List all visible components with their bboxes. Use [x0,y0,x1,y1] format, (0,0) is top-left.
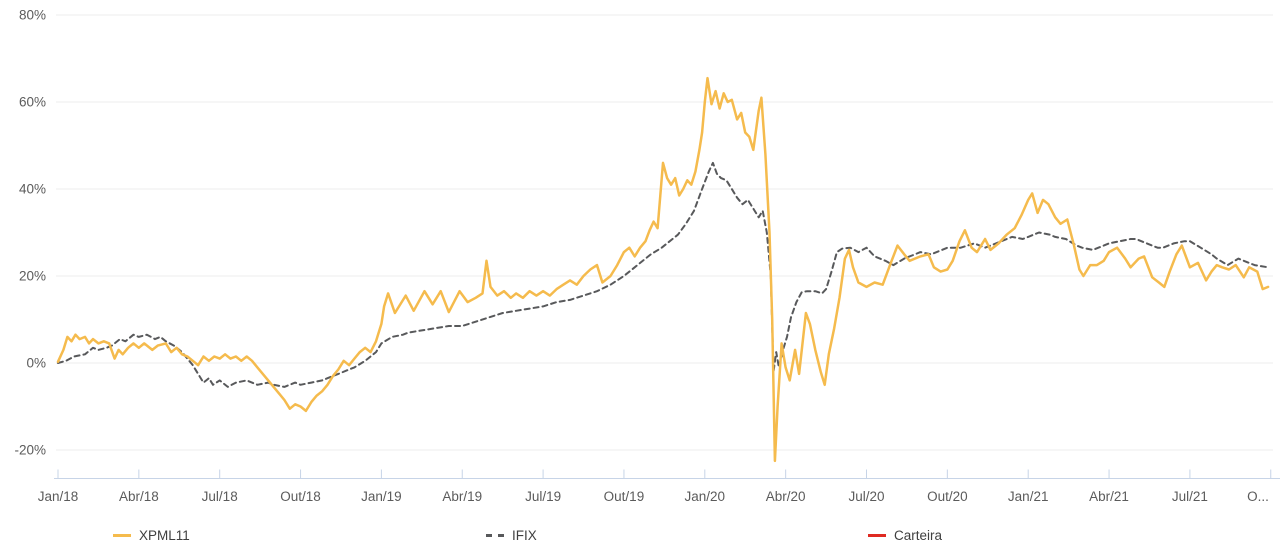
x-axis-label: Jul/20 [848,489,884,504]
ifix-line [57,161,1270,388]
x-axis-label: Jan/21 [1008,489,1049,504]
y-axis-label: -20% [14,443,46,458]
legend-label-ifix: IFIX [512,527,537,543]
x-axis-label: Out/18 [280,489,321,504]
x-axis-label: Abr/21 [1089,489,1129,504]
chart-plot-area: 80% 60% 40% 20% 0% -20% Jan/18 Abr/18 Jul/18 Out/… [14,8,1280,504]
x-axis-label: Out/20 [927,489,968,504]
x-axis-label: Abr/19 [442,489,482,504]
legend-item-carteira[interactable]: Carteira [868,524,942,546]
y-axis-label: 80% [19,8,46,23]
legend-item-ifix[interactable]: IFIX [486,524,537,546]
y-axis-label: 20% [19,269,46,284]
legend-label-xpml11: XPML11 [139,527,190,543]
legend-item-xpml11[interactable]: XPML11 [113,524,190,546]
x-axis-label: Abr/18 [119,489,159,504]
x-axis-label: Jul/18 [202,489,238,504]
xpml11-line-swatch [113,533,131,537]
x-axis-label: Abr/20 [766,489,806,504]
x-axis-label: Jan/18 [38,489,79,504]
x-axis-label: Out/19 [604,489,645,504]
ifix-line-swatch [486,533,504,537]
legend: XPML11 IFIX Carteira [0,524,1280,548]
legend-label-carteira: Carteira [894,527,943,543]
carteira-line-swatch [868,533,886,537]
x-axis-label: Jan/19 [361,489,402,504]
y-axis-label: 60% [19,95,46,110]
x-axis-label: Jan/20 [685,489,726,504]
y-axis-label: 40% [19,182,46,197]
xpml11-line [56,76,1270,463]
y-axis-label: 0% [26,356,46,371]
x-axis-label: O... [1247,489,1269,504]
x-axis-label: Jul/19 [525,489,561,504]
x-axis-label: Jul/21 [1172,489,1208,504]
